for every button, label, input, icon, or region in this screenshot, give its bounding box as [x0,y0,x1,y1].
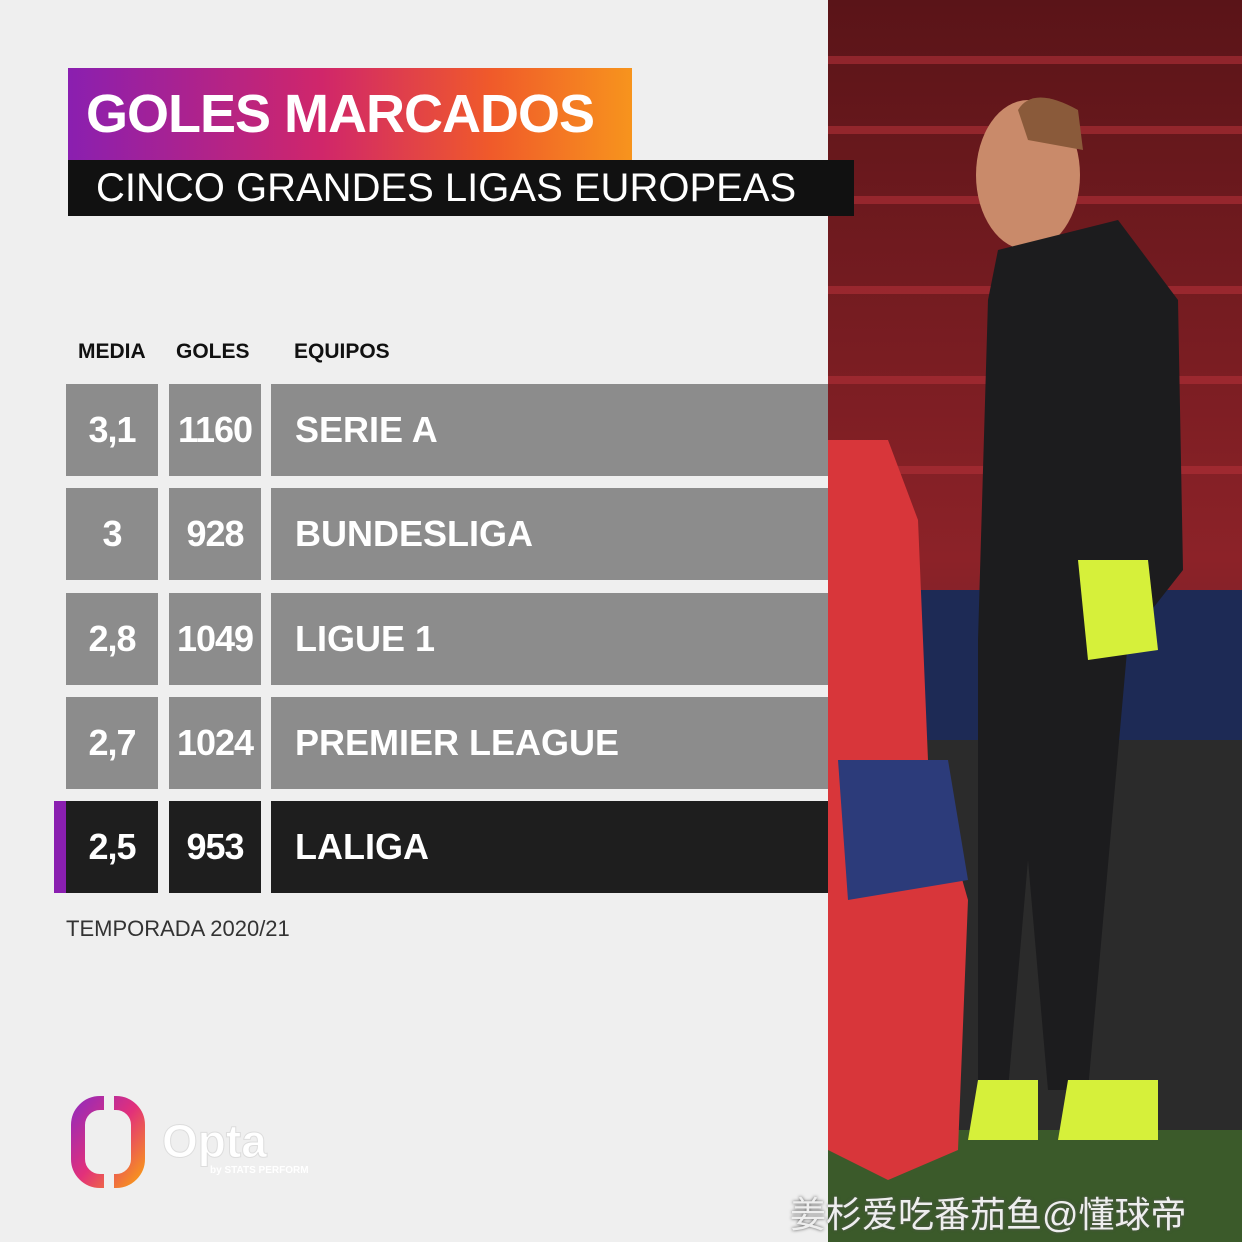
logo-tagline: by STATS PERFORM [210,1165,309,1176]
logo-name: Opta [162,1115,267,1167]
media-cell: 2,5 [66,801,158,893]
goles-cell: 953 [169,801,261,893]
watermark: 姜杉爱吃番茄鱼@懂球帝 [790,1194,1187,1235]
highlight-bar [54,801,66,893]
column-header: MEDIA [78,340,146,363]
media-cell: 2,7 [66,696,158,789]
league-cell: SERIE A [271,384,828,476]
goles-cell: 1049 [169,592,261,685]
column-header: GOLES [176,340,250,363]
league-cell: PREMIER LEAGUE [271,696,828,789]
column-header: EQUIPOS [294,340,390,363]
goles-cell: 1024 [169,696,261,789]
goles-cell: 928 [169,488,261,581]
goles-cell: 1160 [169,384,261,476]
subtitle: CINCO GRANDES LIGAS EUROPEAS [68,160,854,216]
opta-logo: Opta by STATS PERFORM [71,1095,309,1190]
media-cell: 3 [66,488,158,581]
league-cell: LIGUE 1 [271,592,828,685]
title: GOLES MARCADOS [68,68,632,160]
league-cell: BUNDESLIGA [271,488,828,581]
media-cell: 2,8 [66,592,158,685]
player-photo [828,0,1242,1242]
footnote: TEMPORADA 2020/21 [66,916,290,941]
league-cell: LALIGA [271,801,828,893]
media-cell: 3,1 [66,384,158,476]
